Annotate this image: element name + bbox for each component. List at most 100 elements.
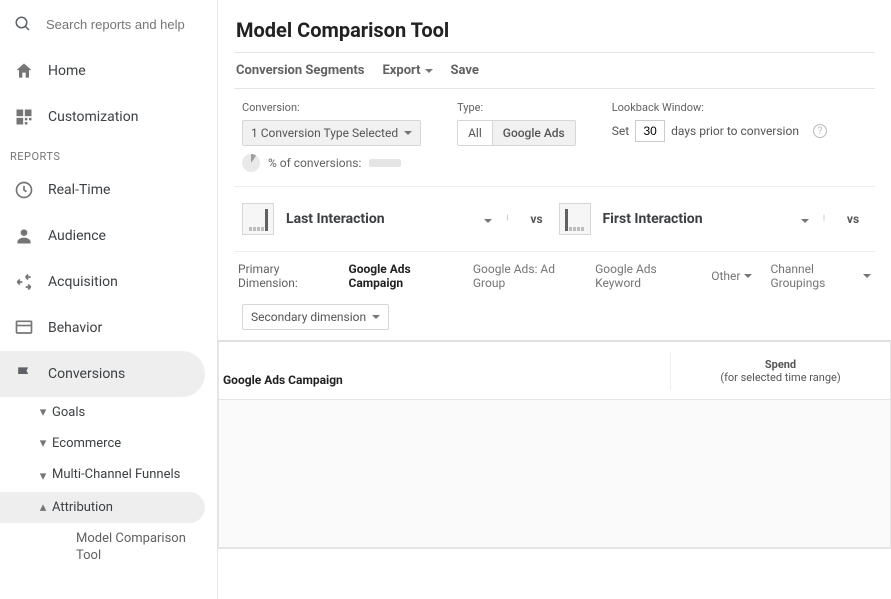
type-all-button[interactable]: All: [458, 121, 493, 145]
lookback-prefix: Set: [612, 124, 629, 138]
dim-campaign[interactable]: Google Ads Campaign: [349, 262, 455, 290]
search-icon: [14, 15, 32, 33]
table-body-empty: [219, 400, 890, 548]
model-right-thumb: [559, 203, 591, 235]
home-icon: [14, 61, 34, 81]
person-icon: [14, 226, 34, 246]
dim-adgroup[interactable]: Google Ads: Ad Group: [473, 262, 577, 290]
acquisition-icon: [14, 272, 34, 292]
subnav-model-tool[interactable]: Model Comparison Tool: [0, 523, 217, 573]
caret-down-icon: [484, 219, 492, 223]
nav-conversions-label: Conversions: [48, 366, 125, 382]
subnav-mcf-label: Multi-Channel Funnels: [52, 467, 180, 484]
customization-icon: [14, 107, 34, 127]
pct-value-placeholder: [369, 159, 401, 167]
secondary-dim-dropdown[interactable]: Secondary dimension: [242, 304, 389, 330]
export-link[interactable]: Export: [382, 63, 432, 78]
chevron-up-icon: ▴: [34, 500, 52, 515]
type-google-button[interactable]: Google Ads: [493, 121, 575, 145]
table-header: Google Ads Campaign Spend (for selected …: [219, 342, 890, 400]
dim-keyword[interactable]: Google Ads Keyword: [595, 262, 693, 290]
pct-conversions-row: % of conversions:: [234, 154, 875, 186]
pie-icon: [242, 154, 260, 172]
nav-customization[interactable]: Customization: [0, 94, 217, 140]
models-row: Last Interaction ╷╵ vs First Interaction…: [234, 186, 875, 252]
flag-icon: [14, 364, 34, 384]
conversion-label: Conversion:: [242, 101, 421, 114]
subnav-goals-label: Goals: [52, 405, 85, 420]
primary-dim-label: Primary Dimension:: [238, 262, 331, 290]
chevron-down-icon: ▾: [34, 469, 52, 484]
subnav-mcf[interactable]: ▾ Multi-Channel Funnels: [0, 459, 217, 492]
conversion-dropdown[interactable]: 1 Conversion Type Selected: [242, 120, 421, 146]
caret-down-icon: [372, 315, 380, 319]
caret-down-icon: [863, 274, 871, 278]
help-icon[interactable]: ?: [813, 124, 827, 138]
toolbar: Conversion Segments Export Save: [234, 52, 875, 89]
nav-realtime[interactable]: Real-Time: [0, 167, 217, 213]
results-table: Google Ads Campaign Spend (for selected …: [218, 340, 891, 549]
col-spend-title: Spend: [677, 358, 884, 371]
subnav-ecommerce-label: Ecommerce: [52, 436, 121, 451]
lookback-row: Set days prior to conversion ?: [612, 120, 827, 142]
subnav-ecommerce[interactable]: ▾ Ecommerce: [0, 428, 217, 459]
lookback-label: Lookback Window:: [612, 101, 827, 114]
subnav-attribution[interactable]: ▴ Attribution: [0, 492, 205, 523]
clock-icon: [14, 180, 34, 200]
caret-down-icon: [425, 69, 433, 73]
subnav-goals[interactable]: ▾ Goals: [0, 397, 217, 428]
behavior-icon: [14, 318, 34, 338]
reports-header: REPORTS: [0, 140, 217, 167]
caret-down-icon: [744, 274, 752, 278]
type-segment: All Google Ads: [457, 120, 576, 146]
nav-realtime-label: Real-Time: [48, 182, 110, 198]
vs-label: vs: [523, 212, 551, 226]
page-title: Model Comparison Tool: [234, 12, 875, 52]
dim-channel[interactable]: Channel Groupings: [770, 262, 871, 290]
lookback-suffix: days prior to conversion: [671, 124, 799, 138]
dim-other[interactable]: Other: [711, 269, 752, 283]
model-left-thumb: [242, 203, 274, 235]
conversion-filter: Conversion: 1 Conversion Type Selected: [242, 101, 421, 146]
nav-customization-label: Customization: [48, 109, 138, 125]
lookback-filter: Lookback Window: Set days prior to conve…: [612, 101, 827, 142]
search-input[interactable]: [46, 17, 203, 32]
divider: ╷╵: [504, 213, 510, 225]
nav-acquisition[interactable]: Acquisition: [0, 259, 217, 305]
main-content: Model Comparison Tool Conversion Segment…: [218, 0, 891, 599]
search-row: [0, 0, 217, 48]
filters-row: Conversion: 1 Conversion Type Selected T…: [234, 89, 875, 154]
nav-audience-label: Audience: [48, 228, 106, 244]
secondary-dim-row: Secondary dimension: [234, 300, 875, 340]
caret-down-icon: [404, 131, 412, 135]
nav-behavior[interactable]: Behavior: [0, 305, 217, 351]
nav-audience[interactable]: Audience: [0, 213, 217, 259]
chevron-down-icon: ▾: [34, 436, 52, 451]
vs-label-2: vs: [839, 212, 867, 226]
nav-home[interactable]: Home: [0, 48, 217, 94]
col-spend: Spend (for selected time range): [670, 352, 890, 390]
model-right-name: First Interaction: [603, 211, 785, 227]
conversion-segments-link[interactable]: Conversion Segments: [236, 63, 364, 78]
model-left-name: Last Interaction: [286, 211, 468, 227]
subnav-attribution-label: Attribution: [52, 500, 113, 515]
save-link[interactable]: Save: [451, 63, 479, 78]
col-spend-sub: (for selected time range): [677, 371, 884, 384]
dimensions-row: Primary Dimension: Google Ads Campaign G…: [234, 252, 875, 300]
model-left-dropdown[interactable]: [480, 208, 496, 231]
model-left: Last Interaction: [242, 203, 496, 235]
sidebar: Home Customization REPORTS Real-Time Aud…: [0, 0, 218, 599]
type-filter: Type: All Google Ads: [457, 101, 576, 146]
lookback-input[interactable]: [635, 120, 665, 142]
nav-conversions[interactable]: Conversions: [0, 351, 205, 397]
model-right-dropdown[interactable]: [797, 208, 813, 231]
type-label: Type:: [457, 101, 576, 114]
model-right: First Interaction: [559, 203, 813, 235]
caret-down-icon: [801, 219, 809, 223]
divider: ╷╵: [821, 213, 827, 225]
nav-acquisition-label: Acquisition: [48, 274, 118, 290]
nav-behavior-label: Behavior: [48, 320, 102, 336]
chevron-down-icon: ▾: [34, 405, 52, 420]
nav-home-label: Home: [48, 63, 86, 79]
pct-label: % of conversions:: [268, 156, 361, 170]
